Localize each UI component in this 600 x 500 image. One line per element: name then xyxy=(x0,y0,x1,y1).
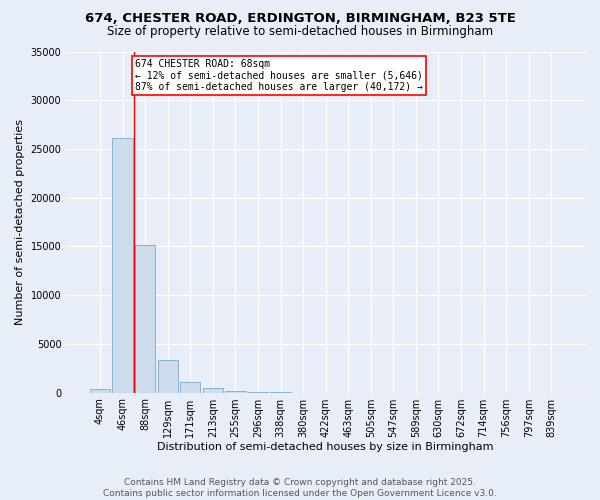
Bar xyxy=(203,388,223,392)
Bar xyxy=(180,382,200,392)
Bar xyxy=(90,389,110,392)
Text: Size of property relative to semi-detached houses in Birmingham: Size of property relative to semi-detach… xyxy=(107,25,493,38)
Bar xyxy=(158,360,178,392)
Bar xyxy=(225,391,245,392)
Text: 674, CHESTER ROAD, ERDINGTON, BIRMINGHAM, B23 5TE: 674, CHESTER ROAD, ERDINGTON, BIRMINGHAM… xyxy=(85,12,515,26)
Y-axis label: Number of semi-detached properties: Number of semi-detached properties xyxy=(15,119,25,325)
Bar xyxy=(112,138,133,392)
X-axis label: Distribution of semi-detached houses by size in Birmingham: Distribution of semi-detached houses by … xyxy=(157,442,494,452)
Bar xyxy=(135,246,155,392)
Text: Contains HM Land Registry data © Crown copyright and database right 2025.
Contai: Contains HM Land Registry data © Crown c… xyxy=(103,478,497,498)
Text: 674 CHESTER ROAD: 68sqm
← 12% of semi-detached houses are smaller (5,646)
87% of: 674 CHESTER ROAD: 68sqm ← 12% of semi-de… xyxy=(135,60,423,92)
